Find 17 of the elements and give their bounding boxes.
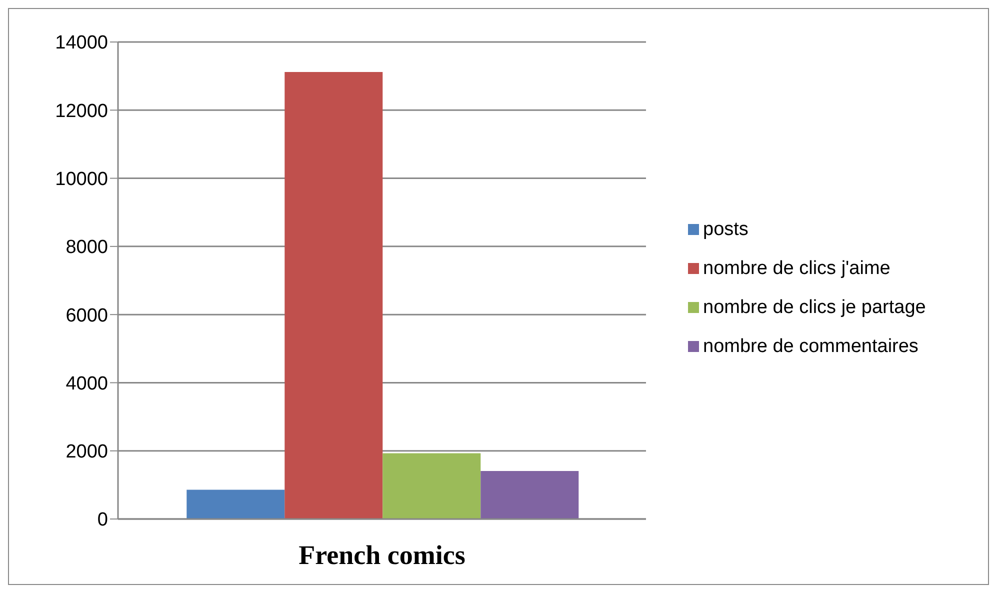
y-tick-label: 6000 xyxy=(66,305,108,326)
x-tick-label: French comics xyxy=(298,540,466,570)
legend-label: nombre de commentaires xyxy=(703,336,918,358)
legend-label: nombre de clics j'aime xyxy=(703,258,890,280)
y-tick-label: 4000 xyxy=(66,373,108,394)
y-tick-label: 12000 xyxy=(55,100,108,122)
legend-label: posts xyxy=(703,218,748,240)
y-tick-label: 8000 xyxy=(66,237,108,258)
legend-label: nombre de clics je partage xyxy=(703,296,926,318)
bar xyxy=(382,453,481,519)
y-tick-label: 0 xyxy=(97,510,108,531)
y-tick-label: 2000 xyxy=(66,442,108,463)
bar xyxy=(480,470,579,519)
y-tick-label: 14000 xyxy=(55,32,108,54)
y-tick-label: 10000 xyxy=(55,169,108,190)
bar xyxy=(186,490,285,519)
bar xyxy=(284,72,383,519)
